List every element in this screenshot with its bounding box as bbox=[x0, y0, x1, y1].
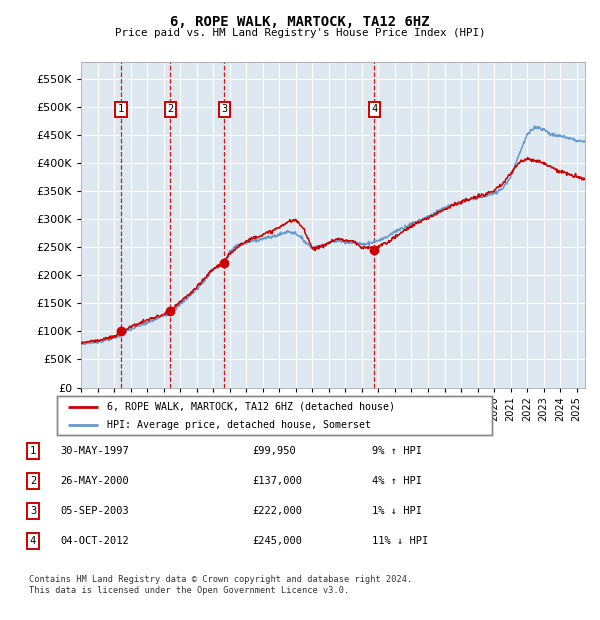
Text: 6, ROPE WALK, MARTOCK, TA12 6HZ: 6, ROPE WALK, MARTOCK, TA12 6HZ bbox=[170, 16, 430, 30]
Text: Contains HM Land Registry data © Crown copyright and database right 2024.
This d: Contains HM Land Registry data © Crown c… bbox=[29, 575, 412, 595]
Text: £137,000: £137,000 bbox=[252, 476, 302, 486]
Text: 4: 4 bbox=[371, 104, 377, 114]
Text: Price paid vs. HM Land Registry's House Price Index (HPI): Price paid vs. HM Land Registry's House … bbox=[115, 28, 485, 38]
Text: 2: 2 bbox=[30, 476, 36, 486]
Text: 04-OCT-2012: 04-OCT-2012 bbox=[60, 536, 129, 546]
Text: 3: 3 bbox=[30, 506, 36, 516]
Text: 05-SEP-2003: 05-SEP-2003 bbox=[60, 506, 129, 516]
Text: HPI: Average price, detached house, Somerset: HPI: Average price, detached house, Some… bbox=[107, 420, 371, 430]
Text: 9% ↑ HPI: 9% ↑ HPI bbox=[372, 446, 422, 456]
Text: 1% ↓ HPI: 1% ↓ HPI bbox=[372, 506, 422, 516]
Text: £99,950: £99,950 bbox=[252, 446, 296, 456]
Text: 3: 3 bbox=[221, 104, 227, 114]
Text: 6, ROPE WALK, MARTOCK, TA12 6HZ (detached house): 6, ROPE WALK, MARTOCK, TA12 6HZ (detache… bbox=[107, 402, 395, 412]
Text: 11% ↓ HPI: 11% ↓ HPI bbox=[372, 536, 428, 546]
Text: 4: 4 bbox=[30, 536, 36, 546]
Text: 1: 1 bbox=[30, 446, 36, 456]
Text: £222,000: £222,000 bbox=[252, 506, 302, 516]
Text: 1: 1 bbox=[118, 104, 124, 114]
Text: 30-MAY-1997: 30-MAY-1997 bbox=[60, 446, 129, 456]
Text: 4% ↑ HPI: 4% ↑ HPI bbox=[372, 476, 422, 486]
Text: £245,000: £245,000 bbox=[252, 536, 302, 546]
Text: 26-MAY-2000: 26-MAY-2000 bbox=[60, 476, 129, 486]
Text: 2: 2 bbox=[167, 104, 173, 114]
